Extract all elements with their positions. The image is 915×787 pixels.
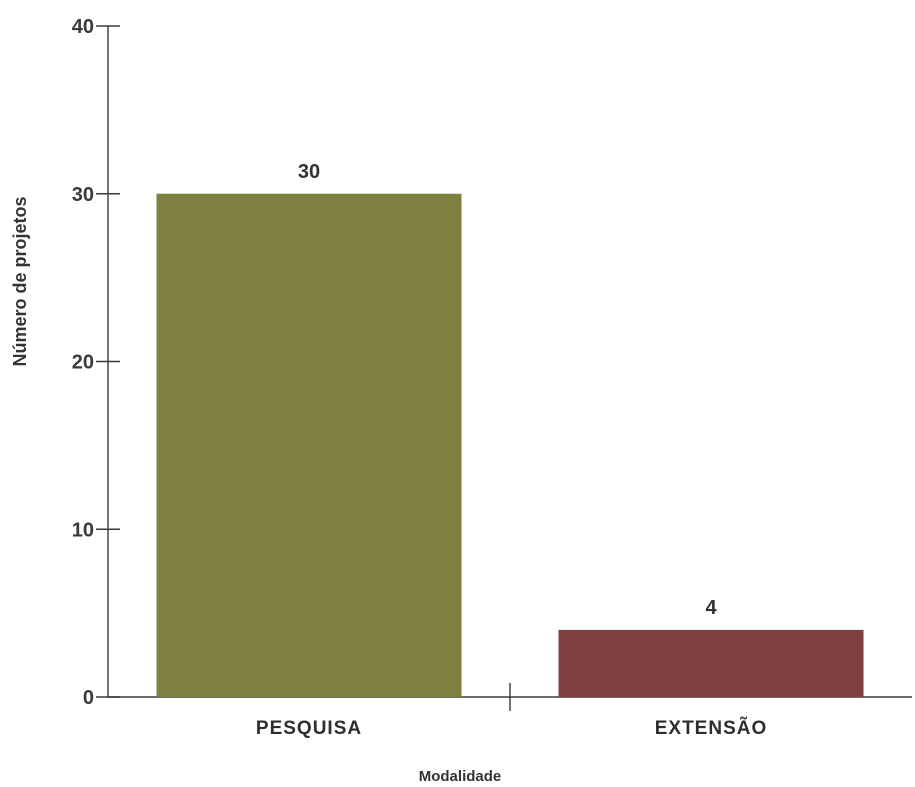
- bar-value-label: 30: [298, 161, 320, 183]
- y-tick-label: 40: [72, 16, 94, 38]
- y-tick-label: 20: [72, 352, 94, 374]
- y-axis: 0 10 20 30 40: [72, 16, 120, 709]
- bar-extensao: [558, 629, 864, 697]
- x-category-label: EXTENSÃO: [655, 717, 768, 739]
- labels: 30 PESQUISA 4 EXTENSÃO: [256, 161, 768, 739]
- x-axis-title: Modalidade: [419, 768, 502, 785]
- x-category-label: PESQUISA: [256, 718, 362, 739]
- bar-pesquisa: [156, 193, 462, 697]
- y-tick-label: 0: [83, 687, 94, 709]
- bars: [156, 193, 864, 697]
- y-tick-label: 10: [72, 519, 94, 541]
- y-tick-label: 30: [72, 184, 94, 206]
- y-axis-title: Número de projetos: [10, 196, 30, 366]
- bar-value-label: 4: [705, 597, 717, 619]
